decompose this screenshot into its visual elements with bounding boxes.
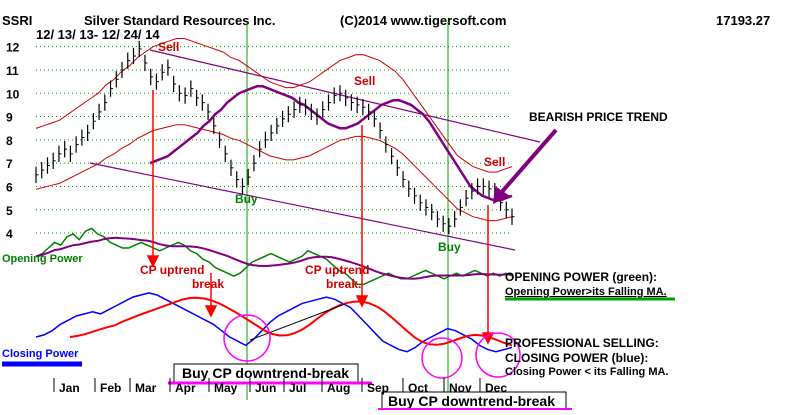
buy-label-2: Buy	[438, 240, 461, 254]
x-tick-label: Jun	[255, 381, 276, 395]
x-tick-label: Mar	[135, 381, 157, 395]
date-range: 12/ 13/ 13- 12/ 24/ 14	[36, 27, 160, 42]
x-tick-label: Jul	[289, 381, 306, 395]
op-title: OPENING POWER (green):	[505, 270, 657, 284]
copyright-label: (C)2014 www.tigersoft.com	[340, 13, 506, 28]
y-tick-labels: 4 5 6 7 8 9 10 11 12	[6, 41, 20, 241]
cp-downtrend-line	[249, 303, 346, 341]
y-tick-label: 4	[6, 227, 13, 241]
buy-cp-text-1: Buy CP downtrend-break	[182, 365, 349, 381]
price-bars	[35, 40, 515, 235]
upper-band	[35, 38, 513, 173]
op-desc: Opening Power>its Falling MA.	[505, 286, 667, 298]
company-name: Silver Standard Resources Inc.	[84, 13, 275, 28]
circle-oct-buy	[421, 337, 463, 379]
cp-uptrend-1a: CP uptrend	[140, 263, 204, 277]
x-tick-label: Aug	[327, 381, 350, 395]
bearish-arrow-head	[493, 186, 510, 204]
bearish-arrow-shaft	[498, 128, 558, 196]
arrowhead-aug	[355, 295, 369, 308]
y-tick-label: 5	[6, 204, 13, 218]
buy-cp-text-2: Buy CP downtrend-break	[388, 393, 555, 409]
bearish-label: BEARISH PRICE TREND	[529, 110, 668, 124]
price-moving-average	[149, 85, 513, 202]
cp-uptrend-2b: break.	[326, 277, 361, 291]
cp-uptrend-1b: break	[192, 277, 224, 291]
buy-label-1: Buy	[235, 192, 258, 206]
closing-power-ma	[69, 296, 513, 347]
arrow-group	[146, 90, 495, 345]
opening-power-legend: Opening Power	[2, 253, 83, 265]
opening-power-line	[35, 227, 513, 286]
y-tick-label: 12	[6, 41, 20, 55]
sell-label-3: Sell	[484, 155, 505, 169]
y-tick-label: 6	[6, 180, 13, 194]
lower-band	[35, 124, 513, 222]
x-tick-label: Dec	[485, 381, 507, 395]
x-tick-label: Oct	[408, 381, 428, 395]
x-tick-label: Jan	[59, 381, 80, 395]
y-tick-label: 9	[6, 111, 13, 125]
ticker-label: SSRI	[2, 13, 32, 28]
pro-line2: CLOSING POWER (blue):	[505, 351, 648, 365]
arrowhead-dec	[481, 332, 495, 345]
closing-power-line	[35, 292, 513, 353]
pro-title: PROFESSIONAL SELLING:	[505, 336, 659, 350]
y-tick-label: 11	[6, 64, 19, 78]
x-tick-label: Nov	[449, 381, 472, 395]
closing-power-legend: Closing Power	[2, 348, 79, 360]
x-tick-label: Sep	[367, 381, 389, 395]
circle-may-buy	[223, 314, 271, 362]
sell-label-2: Sell	[354, 74, 375, 88]
x-tick-labels: Jan Feb Mar Apr May Jun Jul Aug Sep Oct Nov Dec	[53, 378, 507, 395]
x-tick-label: May	[214, 381, 238, 395]
circle-dec-sell	[475, 332, 521, 378]
signal-lines	[246, 22, 449, 400]
y-tick-label: 10	[6, 87, 20, 101]
channel-bottom-line	[89, 162, 516, 251]
channel-top-line	[149, 49, 541, 143]
y-tick-label: 8	[6, 134, 13, 148]
arrowhead-cp-break	[204, 305, 218, 318]
dow-value: 17193.27	[716, 13, 770, 28]
x-tick-label: Feb	[100, 381, 121, 395]
y-tick-label: 7	[6, 157, 13, 171]
x-tick-label: Apr	[175, 381, 196, 395]
pro-line3: Closing Power < its Falling MA.	[505, 366, 669, 378]
sell-label-1: Sell	[158, 40, 179, 54]
cp-uptrend-2a: CP uptrend	[305, 263, 369, 277]
opening-power-ma	[35, 236, 513, 280]
arrowhead-mar	[146, 255, 160, 268]
